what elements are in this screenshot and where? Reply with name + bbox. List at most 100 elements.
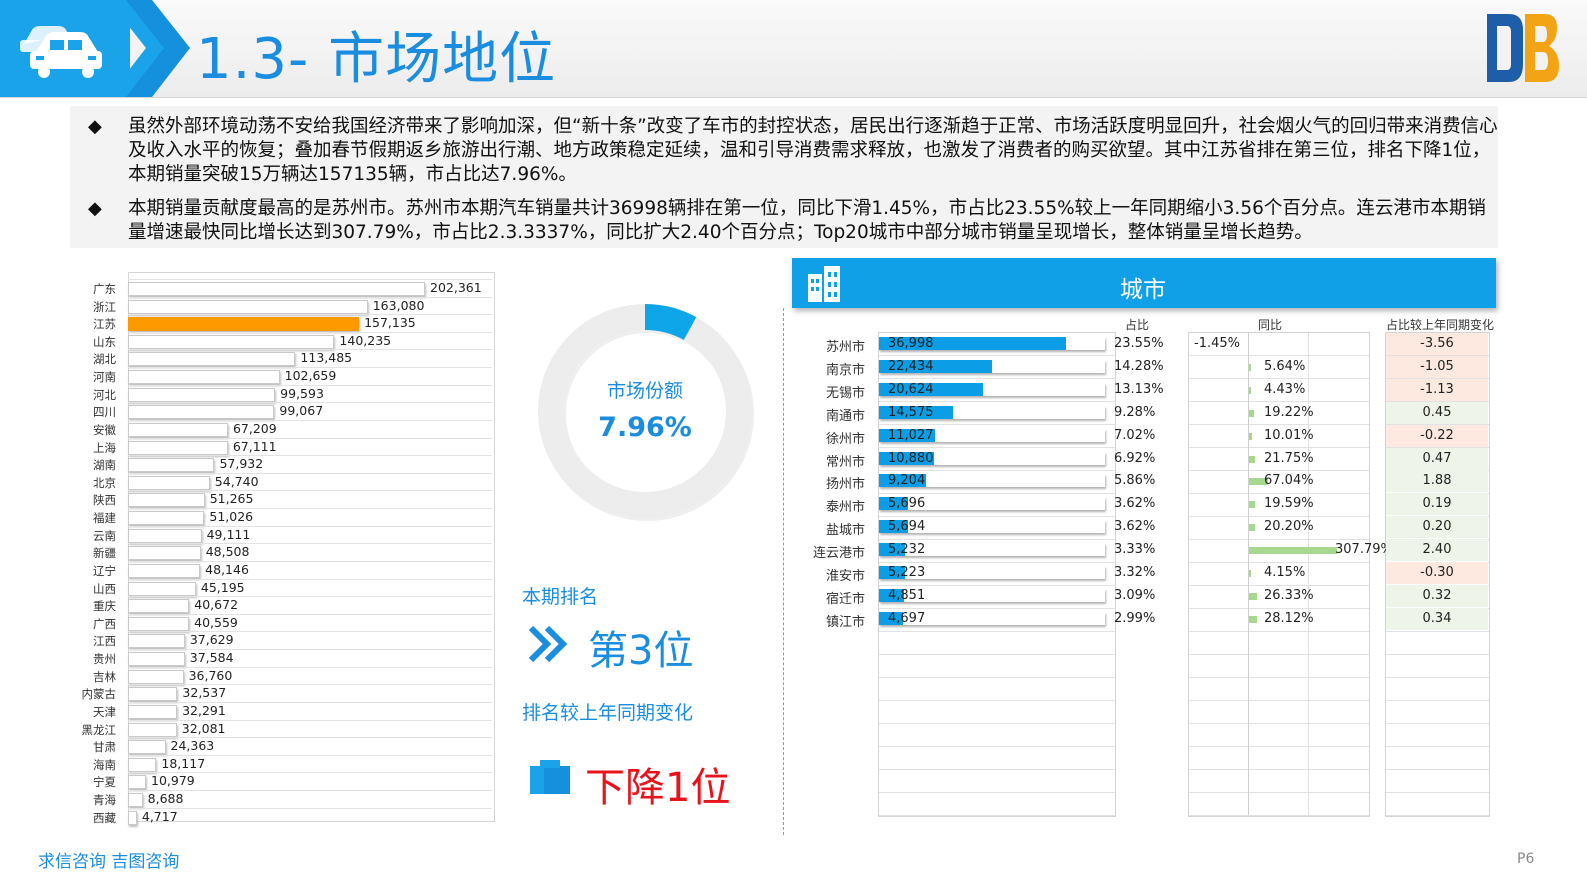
share-change-cell bbox=[1386, 333, 1488, 355]
share-value: 3.62% bbox=[1114, 496, 1156, 512]
yoy-bar bbox=[1249, 478, 1269, 486]
bar bbox=[128, 282, 425, 296]
axis-tick-label: 黑龙江 bbox=[81, 722, 117, 737]
axis-tick-label: 河北 bbox=[93, 387, 116, 402]
sales-bar-track bbox=[879, 359, 1105, 373]
bar bbox=[128, 528, 202, 543]
data-label: 32,081 bbox=[181, 720, 226, 736]
gridline bbox=[128, 737, 492, 739]
data-label: 51,026 bbox=[209, 509, 254, 525]
gridline bbox=[128, 508, 492, 510]
share-value: 3.32% bbox=[1114, 565, 1156, 580]
yoy-value: 5.64% bbox=[1264, 358, 1306, 374]
data-label: 18,117 bbox=[161, 755, 206, 771]
data-label: 163,080 bbox=[372, 297, 425, 313]
db-logo-icon bbox=[1487, 14, 1559, 82]
sales-value: 5,223 bbox=[888, 565, 926, 580]
sales-bar bbox=[879, 474, 926, 488]
sales-bar bbox=[879, 359, 993, 373]
gridline bbox=[128, 649, 492, 651]
share-value: 9.28% bbox=[1114, 404, 1156, 420]
bar bbox=[128, 704, 178, 719]
footer-org-link[interactable]: 求信咨询 吉图咨询 bbox=[38, 852, 180, 872]
bar bbox=[128, 757, 157, 772]
building-icon bbox=[808, 266, 840, 302]
data-label: 37,629 bbox=[189, 632, 234, 648]
axis-tick-label: 广西 bbox=[93, 616, 116, 631]
bar bbox=[128, 475, 210, 490]
data-label: 67,111 bbox=[232, 438, 277, 454]
bar bbox=[128, 352, 296, 367]
sales-value: 5,696 bbox=[888, 496, 926, 512]
city-name: 无锡市 bbox=[825, 385, 865, 401]
axis-tick-label: 陕西 bbox=[93, 493, 116, 508]
axis-tick-label: 辽宁 bbox=[93, 563, 116, 578]
gridline bbox=[128, 525, 492, 527]
share-value: 23.55% bbox=[1114, 336, 1164, 351]
share-change-value: 0.32 bbox=[1422, 587, 1452, 603]
bar bbox=[128, 810, 137, 825]
share-change-value: 0.34 bbox=[1422, 610, 1452, 626]
double-chevron-icon bbox=[528, 625, 568, 663]
sales-bar bbox=[879, 428, 935, 442]
data-label: 36,760 bbox=[188, 667, 233, 683]
bar-block-icon bbox=[530, 760, 570, 794]
gridline bbox=[128, 296, 492, 298]
diamond-bullet-icon: ◆ bbox=[88, 116, 102, 137]
axis-tick-label: 重庆 bbox=[93, 599, 116, 614]
gridline bbox=[128, 789, 492, 791]
sales-bar bbox=[879, 405, 953, 419]
share-change-value: 0.45 bbox=[1422, 404, 1452, 420]
axis-tick-label: 湖北 bbox=[93, 352, 116, 367]
sales-value: 36,998 bbox=[888, 336, 934, 351]
gridline bbox=[128, 754, 492, 756]
yoy-bar bbox=[1249, 455, 1256, 463]
bar bbox=[128, 740, 166, 755]
axis-tick-label: 吉林 bbox=[93, 669, 116, 684]
yoy-axis bbox=[1248, 333, 1249, 815]
yoy-value: 28.12% bbox=[1264, 610, 1314, 626]
sales-value: 11,027 bbox=[888, 427, 934, 443]
axis-tick-label: 河南 bbox=[93, 370, 116, 385]
sales-bar bbox=[879, 382, 984, 396]
sales-bar-track bbox=[879, 451, 1105, 465]
city-name: 苏州市 bbox=[825, 340, 865, 355]
gridline bbox=[128, 490, 492, 492]
data-label: 40,559 bbox=[194, 614, 238, 630]
header-bar bbox=[0, 0, 1587, 98]
sales-value: 22,434 bbox=[888, 358, 934, 374]
city-name: 泰州市 bbox=[825, 500, 865, 516]
bar bbox=[128, 652, 185, 667]
data-label: 113,485 bbox=[300, 350, 353, 366]
diamond-bullet-icon: ◆ bbox=[88, 198, 102, 219]
gridline bbox=[128, 279, 492, 280]
sales-bar bbox=[879, 588, 904, 602]
yoy-value: 19.22% bbox=[1264, 404, 1314, 420]
data-label: 157,135 bbox=[364, 315, 416, 331]
gridline bbox=[128, 437, 492, 439]
share-change-value: 0.19 bbox=[1422, 496, 1452, 512]
rank-label: 本期排名 bbox=[522, 586, 599, 608]
gridline bbox=[128, 684, 492, 686]
axis-tick-label: 海南 bbox=[93, 757, 116, 772]
kpi-value: 7.96% bbox=[598, 412, 692, 443]
gridline bbox=[128, 701, 492, 703]
data-label: 4,717 bbox=[141, 808, 178, 824]
sales-bar-track bbox=[879, 337, 1105, 350]
axis-tick-label: 天津 bbox=[93, 704, 116, 719]
city-panel-header bbox=[792, 258, 1496, 308]
axis-tick-label: 青海 bbox=[93, 792, 116, 807]
share-change-cell bbox=[1386, 401, 1488, 424]
gridline bbox=[128, 314, 492, 316]
share-value: 13.13% bbox=[1114, 381, 1164, 397]
sales-bar bbox=[879, 611, 903, 625]
share-change-cell bbox=[1386, 584, 1488, 607]
axis-tick-label: 江西 bbox=[93, 634, 116, 649]
page-title: 1.3- 市场地位 bbox=[196, 27, 557, 92]
bar bbox=[128, 792, 143, 807]
yoy-bar bbox=[1249, 592, 1257, 600]
share-change-cell bbox=[1386, 562, 1488, 584]
sales-value: 5,694 bbox=[888, 519, 926, 535]
sales-value: 14,575 bbox=[888, 404, 934, 420]
yoy-value: 4.43% bbox=[1264, 381, 1306, 397]
